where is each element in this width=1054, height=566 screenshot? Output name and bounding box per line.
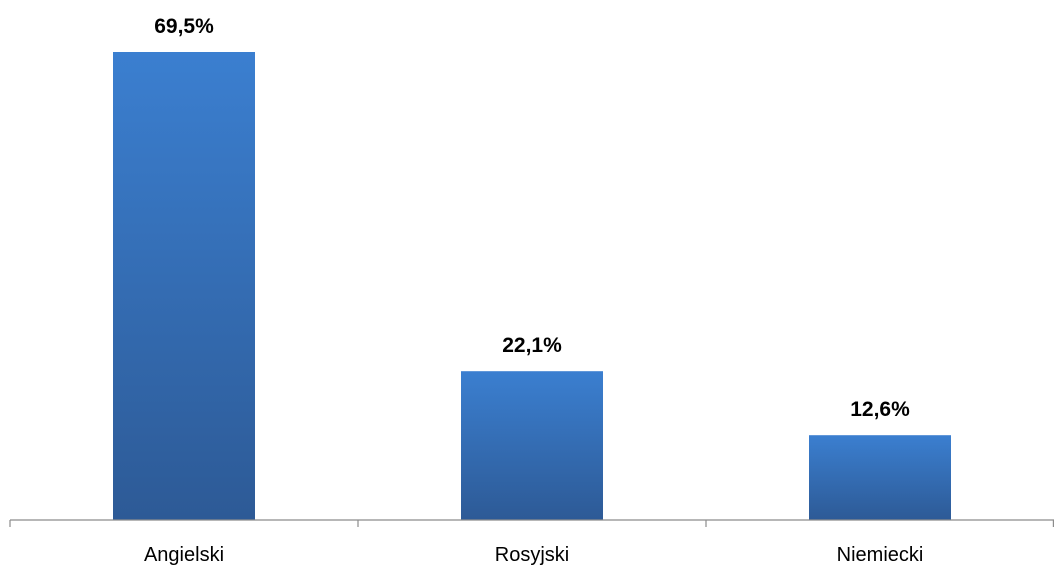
- bar-rosyjski: [461, 371, 603, 520]
- category-label-rosyjski: Rosyjski: [495, 544, 569, 566]
- bar-niemiecki: [809, 435, 951, 520]
- bar-angielski: [113, 52, 255, 520]
- data-label-rosyjski: 22,1%: [502, 334, 562, 357]
- bars-layer: [113, 52, 951, 520]
- category-label-angielski: Angielski: [144, 544, 224, 566]
- category-labels-layer: Angielski Rosyjski Niemiecki: [144, 544, 923, 566]
- category-label-niemiecki: Niemiecki: [837, 544, 924, 566]
- data-labels-layer: 69,5% 22,1% 12,6%: [154, 15, 910, 421]
- data-label-angielski: 69,5%: [154, 15, 214, 38]
- data-label-niemiecki: 12,6%: [850, 398, 910, 421]
- x-axis: [9, 519, 1054, 527]
